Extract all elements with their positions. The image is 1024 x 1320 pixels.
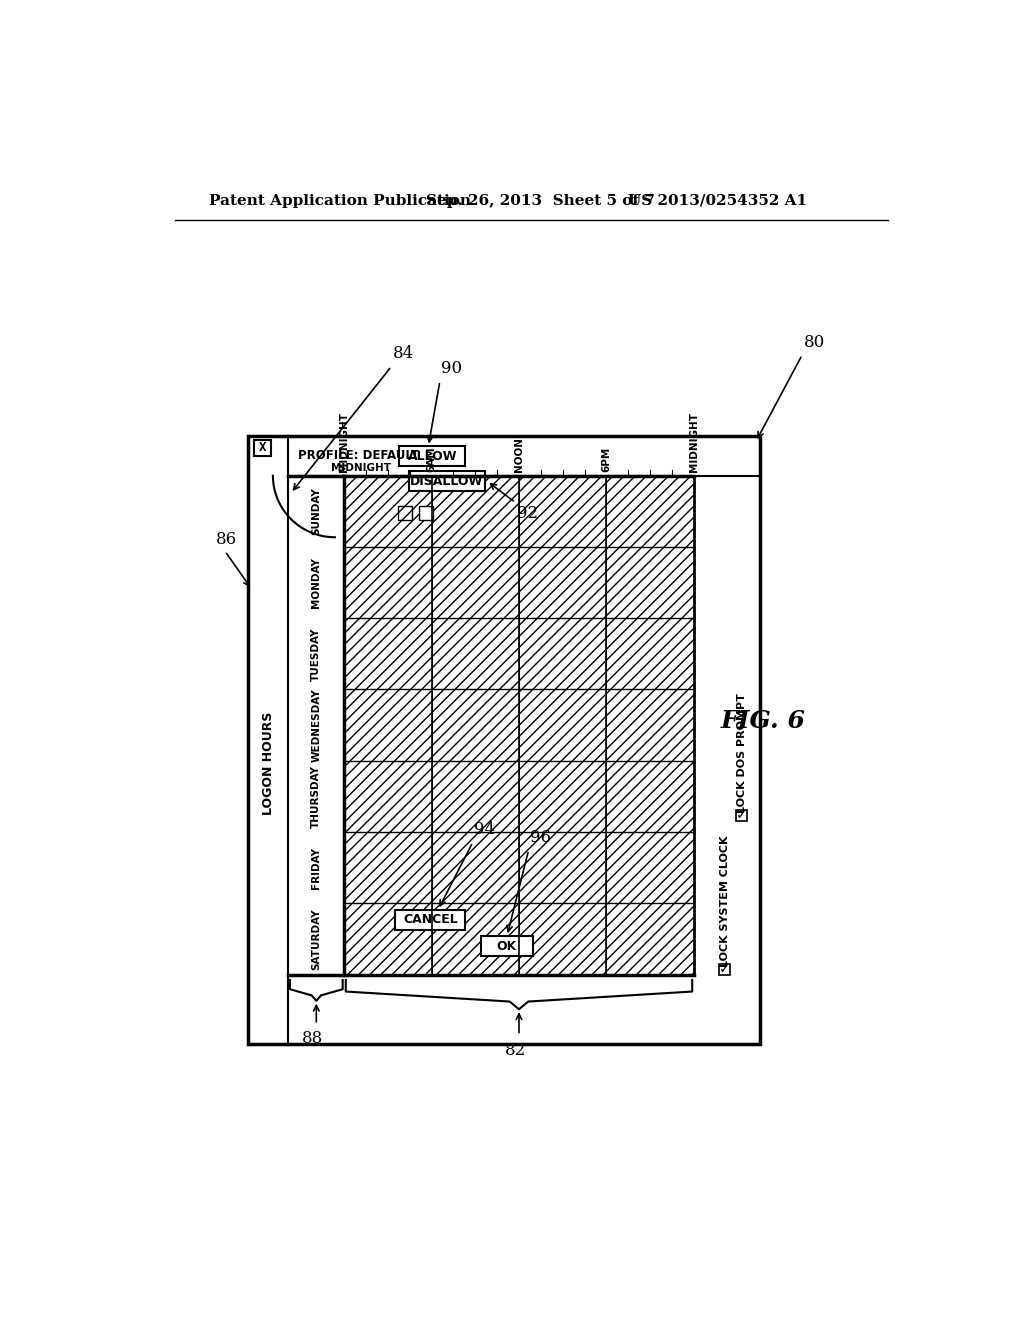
Text: SUNDAY: SUNDAY [311,487,322,535]
Bar [519,760,606,832]
Bar [409,471,484,491]
Text: 80: 80 [804,334,825,351]
Bar [344,903,431,974]
Text: ALLOW: ALLOW [408,450,457,463]
Bar [519,475,606,546]
Text: WEDNESDAY: WEDNESDAY [311,688,322,762]
Bar [519,903,606,974]
Bar [344,689,431,760]
Bar [606,618,693,689]
Bar [519,832,606,903]
Bar [431,546,519,618]
Bar [606,546,693,618]
Bar [606,832,693,903]
Text: Sep. 26, 2013  Sheet 5 of 7: Sep. 26, 2013 Sheet 5 of 7 [426,194,655,207]
Text: 84: 84 [393,346,415,363]
Text: 6AM: 6AM [427,446,436,471]
Text: NOON: NOON [514,437,524,471]
Text: SATURDAY: SATURDAY [311,908,322,970]
Bar [395,909,465,929]
Text: OK: OK [497,940,517,953]
Text: MONDAY: MONDAY [311,557,322,609]
Bar [344,618,431,689]
Bar [344,546,431,618]
Text: 90: 90 [441,360,463,378]
Bar [431,689,519,760]
Bar [431,475,519,546]
Bar [431,832,519,903]
Bar [480,936,534,956]
Text: MIDNIGHT: MIDNIGHT [331,463,391,473]
Bar [519,618,606,689]
Text: 82: 82 [505,1041,525,1059]
Bar [344,760,431,832]
Bar [399,446,465,466]
Bar [606,475,693,546]
Text: MIDNIGHT: MIDNIGHT [339,412,349,471]
Text: THURSDAY: THURSDAY [311,764,322,828]
Bar [736,810,748,821]
Bar [606,760,693,832]
Text: X: X [259,441,266,454]
Text: 96: 96 [530,829,551,846]
Bar [519,689,606,760]
Text: CANCEL: CANCEL [402,913,458,927]
Text: TUESDAY: TUESDAY [311,627,322,681]
Bar [606,903,693,974]
Bar [420,507,433,520]
Bar [431,618,519,689]
Text: 92: 92 [517,506,539,521]
Bar [431,903,519,974]
Bar [344,832,431,903]
Text: 94: 94 [474,821,496,838]
Text: PROFILE: DEFAULT: PROFILE: DEFAULT [298,449,419,462]
Text: MIDNIGHT: MIDNIGHT [689,412,698,471]
Bar [719,964,730,974]
Bar [519,546,606,618]
Text: Patent Application Publication: Patent Application Publication [209,194,471,207]
Text: LOCK SYSTEM CLOCK: LOCK SYSTEM CLOCK [720,836,730,966]
Bar [248,436,760,1044]
Text: 6PM: 6PM [601,446,611,471]
Bar [397,507,412,520]
Text: FRIDAY: FRIDAY [311,846,322,888]
Text: 86: 86 [216,531,237,548]
Bar [254,441,271,455]
Bar [431,760,519,832]
Text: DISALLOW: DISALLOW [410,474,483,487]
Bar [606,689,693,760]
Bar [344,475,431,546]
Text: US 2013/0254352 A1: US 2013/0254352 A1 [628,194,807,207]
Text: LOCK DOS PROMPT: LOCK DOS PROMPT [737,693,746,813]
Text: FIG. 6: FIG. 6 [721,709,806,733]
Text: ✓: ✓ [736,808,748,822]
Text: ✓: ✓ [719,962,730,977]
Text: 88: 88 [302,1030,324,1047]
Text: LOGON HOURS: LOGON HOURS [262,711,274,814]
